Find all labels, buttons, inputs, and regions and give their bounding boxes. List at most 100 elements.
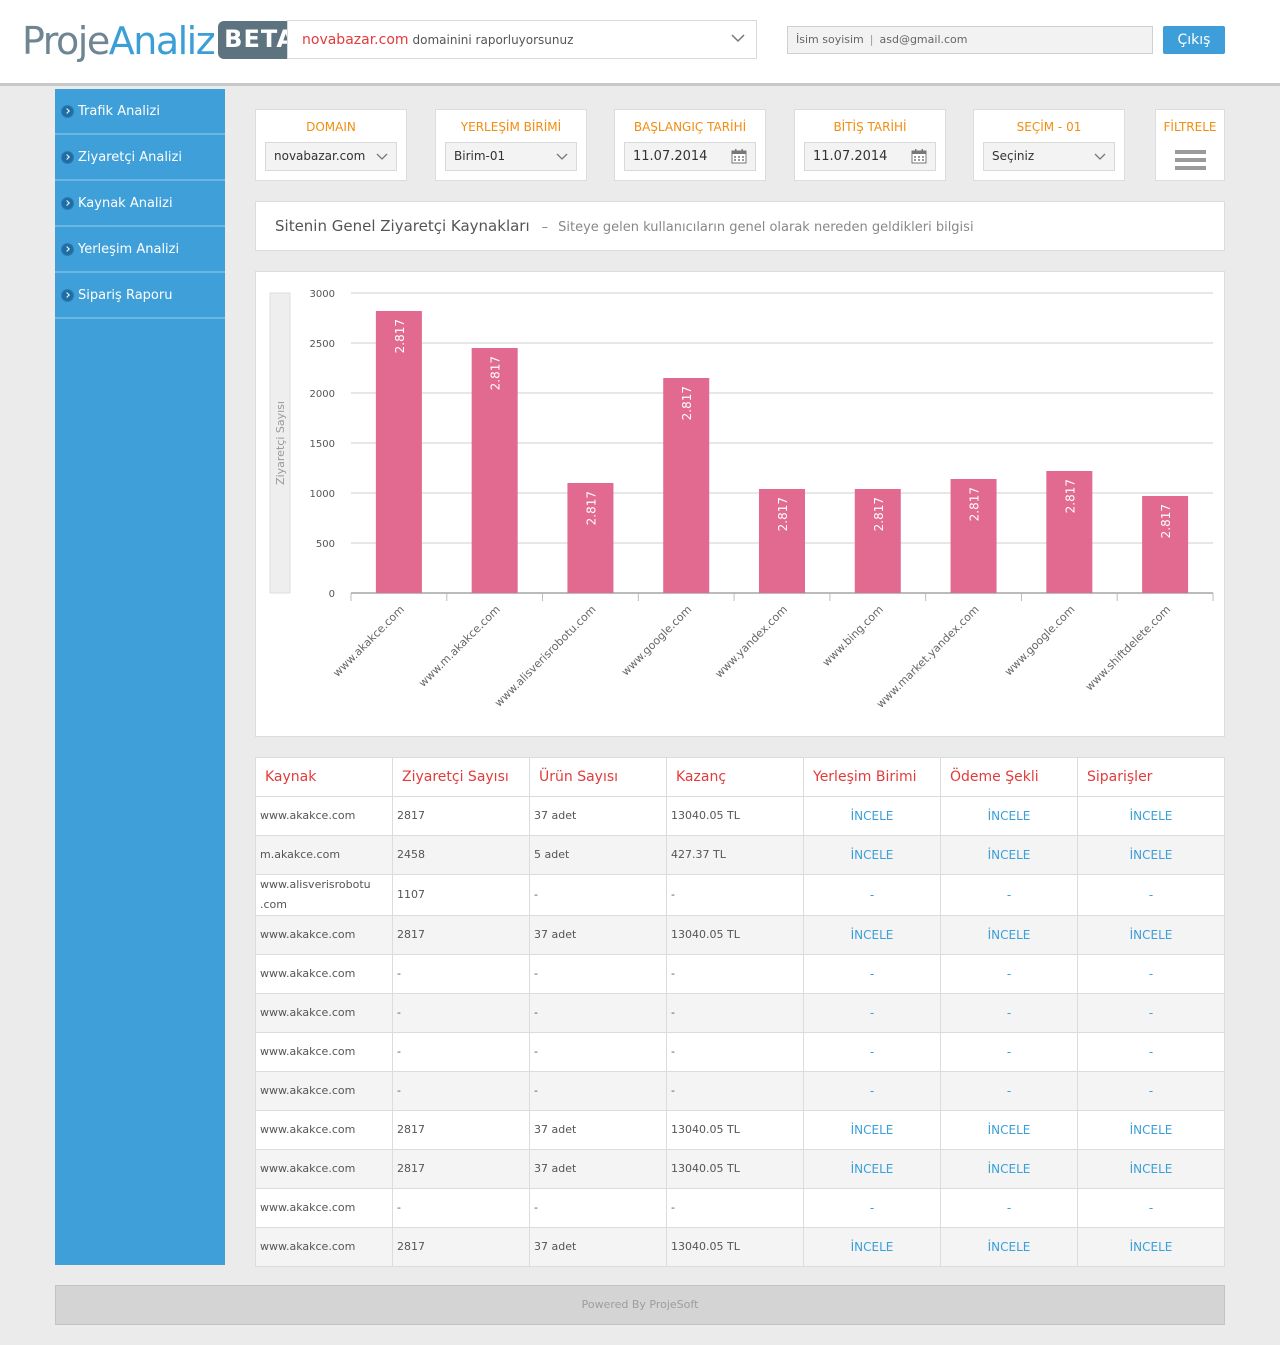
incele-link[interactable]: İNCELE <box>987 1240 1031 1254</box>
incele-link[interactable]: - <box>869 888 875 902</box>
incele-link[interactable]: - <box>869 1006 875 1020</box>
x-category-label: www.m.akakce.com <box>416 603 503 690</box>
incele-link[interactable]: - <box>869 967 875 981</box>
filter-choice: SEÇİM - 01 Seçiniz <box>973 109 1125 181</box>
table-cell: 37 adet <box>529 1149 667 1189</box>
sidebar-item-ziyaretci-analizi[interactable]: Ziyaretçi Analizi <box>55 135 225 181</box>
incele-link[interactable]: İNCELE <box>850 1162 894 1176</box>
start-date-input[interactable]: 11.07.2014 <box>624 142 756 171</box>
user-name: İsim soyisim <box>796 33 864 46</box>
incele-link[interactable]: - <box>1148 1201 1154 1215</box>
incele-link[interactable]: İNCELE <box>1129 1123 1173 1137</box>
end-date-input[interactable]: 11.07.2014 <box>804 142 936 171</box>
y-tick-label: 2000 <box>310 389 335 400</box>
choice-dropdown[interactable]: Seçiniz <box>983 142 1115 171</box>
unit-dropdown[interactable]: Birim-01 <box>445 142 577 171</box>
incele-link[interactable]: - <box>1006 1084 1012 1098</box>
column-header-yerlesim[interactable]: Yerleşim Birimi <box>803 757 941 797</box>
domain-select[interactable]: novabazar.com domainini raporluyorsunuz <box>287 20 757 59</box>
chevron-down-icon <box>376 153 388 160</box>
incele-link[interactable]: İNCELE <box>850 1123 894 1137</box>
table-cell: 13040.05 TL <box>666 796 804 836</box>
incele-link[interactable]: - <box>1148 1045 1154 1059</box>
table-cell: - <box>803 1071 941 1111</box>
chevron-down-icon <box>1094 153 1106 160</box>
table-cell: İNCELE <box>1077 835 1225 875</box>
incele-link[interactable]: İNCELE <box>987 809 1031 823</box>
table-cell: İNCELE <box>803 1149 941 1189</box>
sidebar-item-trafik-analizi[interactable]: Trafik Analizi <box>55 89 225 135</box>
table-cell: İNCELE <box>803 835 941 875</box>
incele-link[interactable]: - <box>1148 967 1154 981</box>
incele-link[interactable]: İNCELE <box>987 928 1031 942</box>
incele-link[interactable]: İNCELE <box>850 1240 894 1254</box>
table-cell: - <box>803 874 941 916</box>
incele-link[interactable]: İNCELE <box>850 848 894 862</box>
incele-link[interactable]: İNCELE <box>987 1123 1031 1137</box>
table-cell: 2817 <box>392 1227 530 1267</box>
incele-link[interactable]: İNCELE <box>987 848 1031 862</box>
logo[interactable]: Proje Analiz BETA <box>22 16 302 72</box>
table-row: www.alisverisrobotu .com 1107- - - - - <box>255 874 1225 916</box>
incele-link[interactable]: - <box>869 1045 875 1059</box>
domain-suffix: domainini raporluyorsunuz <box>412 33 574 47</box>
column-header-urun[interactable]: Ürün Sayısı <box>529 757 667 797</box>
x-category-label: www.shiftdelete.com <box>1083 603 1173 693</box>
incele-link[interactable]: - <box>1006 1006 1012 1020</box>
domain-dropdown-value: novabazar.com <box>274 149 366 163</box>
table-cell: - <box>529 954 667 994</box>
incele-link[interactable]: - <box>1006 1201 1012 1215</box>
incele-link[interactable]: - <box>1148 1006 1154 1020</box>
calendar-icon[interactable] <box>911 148 927 164</box>
sidebar-item-kaynak-analizi[interactable]: Kaynak Analizi <box>55 181 225 227</box>
filter-domain: DOMAIN novabazar.com <box>255 109 407 181</box>
incele-link[interactable]: - <box>869 1084 875 1098</box>
table-cell: İNCELE <box>940 1227 1078 1267</box>
incele-link[interactable]: - <box>1006 888 1012 902</box>
incele-link[interactable]: - <box>1006 1045 1012 1059</box>
table-cell: m.akakce.com <box>255 835 393 875</box>
column-header-odeme[interactable]: Ödeme Şekli <box>940 757 1078 797</box>
incele-link[interactable]: - <box>1006 967 1012 981</box>
y-tick-label: 1000 <box>310 489 335 500</box>
incele-link[interactable]: İNCELE <box>850 809 894 823</box>
section-title: Sitenin Genel Ziyaretçi Kaynakları <box>275 217 530 235</box>
column-header-kazanc[interactable]: Kazanç <box>666 757 804 797</box>
table-cell: www.akakce.com <box>255 1227 393 1267</box>
table-row: www.akakce.com - - - - - - <box>255 1071 1225 1111</box>
column-header-ziyaretci[interactable]: Ziyaretçi Sayısı <box>392 757 530 797</box>
table-cell: - <box>1077 954 1225 994</box>
table-cell: 37 adet <box>529 1110 667 1150</box>
incele-link[interactable]: İNCELE <box>1129 848 1173 862</box>
bar-data-label: 2.817 <box>680 386 694 420</box>
incele-link[interactable]: İNCELE <box>1129 1240 1173 1254</box>
filter-unit-label: YERLEŞİM BİRİMİ <box>460 120 562 134</box>
bar-data-label: 2.817 <box>776 497 790 531</box>
incele-link[interactable]: İNCELE <box>1129 1162 1173 1176</box>
column-header-kaynak[interactable]: Kaynak <box>255 757 393 797</box>
incele-link[interactable]: - <box>1148 1084 1154 1098</box>
table-cell: İNCELE <box>940 1110 1078 1150</box>
domain-dropdown[interactable]: novabazar.com <box>265 142 397 171</box>
table-cell: - <box>392 1071 530 1111</box>
logout-button[interactable]: Çıkış <box>1163 26 1225 54</box>
sidebar-item-yerlesim-analizi[interactable]: Yerleşim Analizi <box>55 227 225 273</box>
incele-link[interactable]: İNCELE <box>1129 928 1173 942</box>
sidebar-item-label: Ziyaretçi Analizi <box>78 149 182 165</box>
calendar-icon[interactable] <box>731 148 747 164</box>
incele-link[interactable]: - <box>869 1201 875 1215</box>
table-cell: İNCELE <box>940 835 1078 875</box>
incele-link[interactable]: İNCELE <box>1129 809 1173 823</box>
column-header-siparisler[interactable]: Siparişler <box>1077 757 1225 797</box>
table-row: www.akakce.com - - - - - - <box>255 1032 1225 1072</box>
table-cell: www.alisverisrobotu .com <box>255 874 393 916</box>
incele-link[interactable]: İNCELE <box>987 1162 1031 1176</box>
section-dash: – <box>541 220 549 235</box>
sidebar-item-siparis-raporu[interactable]: Sipariş Raporu <box>55 273 225 319</box>
filter-button[interactable]: FİLTRELE <box>1155 109 1225 181</box>
table-cell: - <box>392 1032 530 1072</box>
arrow-circle-icon <box>61 242 74 256</box>
table-row: www.akakce.com 2817 37 adet 13040.05 TL İNCE… <box>255 1227 1225 1267</box>
incele-link[interactable]: - <box>1148 888 1154 902</box>
incele-link[interactable]: İNCELE <box>850 928 894 942</box>
